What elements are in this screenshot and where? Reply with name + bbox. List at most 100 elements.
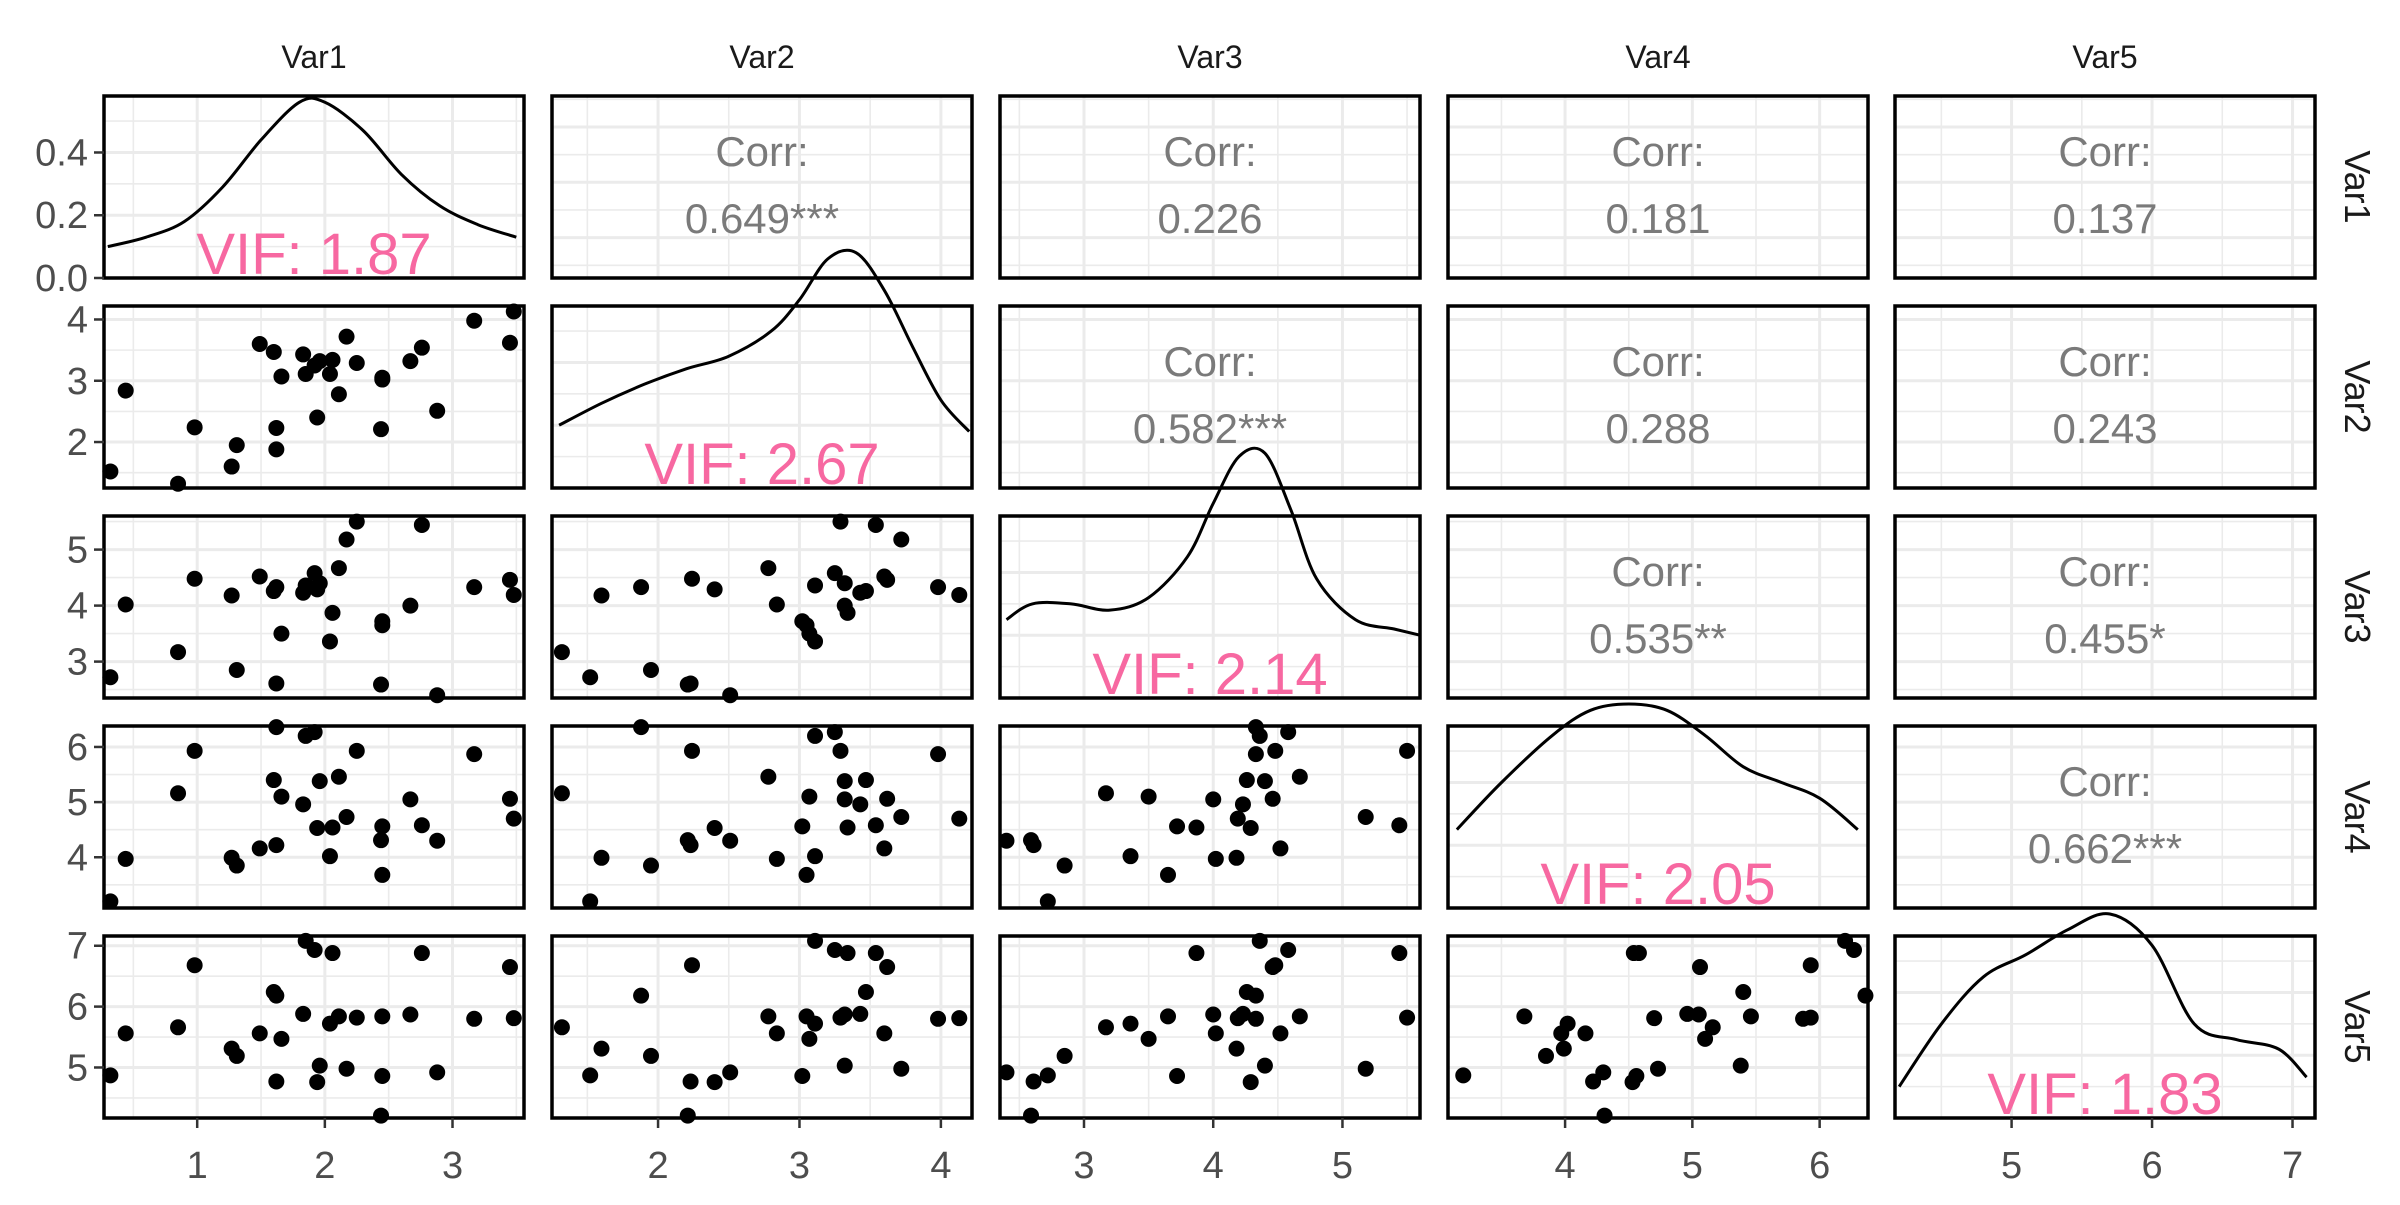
data-point-var4-vs-var1 <box>402 791 419 808</box>
data-point-var4-vs-var1 <box>251 840 268 857</box>
corr-label: Corr: <box>715 128 808 175</box>
panel-border <box>102 724 526 910</box>
vif-label-var4: VIF: 2.05 <box>1540 852 1775 917</box>
corr-value-var2-var3: 0.582*** <box>1133 405 1287 452</box>
data-point-var3-vs-var2 <box>807 633 824 650</box>
x-tick-label-var3: 4 <box>1203 1145 1224 1187</box>
data-point-var5-vs-var1 <box>228 1047 245 1064</box>
data-point-var3-vs-var2 <box>852 584 869 601</box>
panel-border <box>998 94 1422 280</box>
data-point-var2-vs-var1 <box>268 419 285 436</box>
data-point-var4-vs-var2 <box>857 772 874 789</box>
data-point-var4-vs-var2 <box>876 840 893 857</box>
corr-label: Corr: <box>1163 128 1256 175</box>
data-point-var4-vs-var2 <box>826 724 843 741</box>
data-point-var5-vs-var2 <box>679 1107 696 1124</box>
data-point-var5-vs-var2 <box>836 1057 853 1074</box>
panel-border <box>550 94 974 280</box>
data-point-var4-vs-var2 <box>852 796 869 813</box>
data-point-var4-vs-var3 <box>1207 850 1224 867</box>
data-point-var5-vs-var1 <box>330 1008 347 1025</box>
data-point-var5-vs-var3 <box>1264 959 1281 976</box>
data-point-var3-vs-var2 <box>836 597 853 614</box>
x-tick-label-var1: 3 <box>442 1145 463 1187</box>
data-point-var4-vs-var1 <box>268 837 285 854</box>
data-point-var5-vs-var3 <box>1160 1008 1176 1025</box>
data-point-var4-vs-var3 <box>1205 791 1222 808</box>
data-point-var4-vs-var1 <box>311 773 328 790</box>
data-point-var5-vs-var3 <box>1188 945 1205 962</box>
column-strip-var3: Var3 <box>1177 39 1242 75</box>
data-point-var3-vs-var2 <box>798 617 815 634</box>
corr-value-var2-var4: 0.288 <box>1605 405 1710 452</box>
column-strip-var1: Var1 <box>281 39 346 75</box>
data-point-var5-vs-var2 <box>760 1008 777 1025</box>
data-point-var4-vs-var1 <box>321 848 338 865</box>
y-tick-label-var2: 2 <box>67 422 88 464</box>
data-point-var3-vs-var2 <box>679 676 696 693</box>
panel-border <box>550 514 974 700</box>
data-point-var5-vs-var4 <box>1516 1008 1533 1025</box>
data-point-var2-vs-var1 <box>228 437 245 454</box>
data-point-var2-vs-var1 <box>501 334 518 351</box>
data-point-var5-vs-var2 <box>684 957 700 974</box>
data-point-var5-vs-var1 <box>268 987 285 1004</box>
data-point-var3-vs-var2 <box>684 570 700 587</box>
data-point-var5-vs-var3 <box>1247 1010 1264 1027</box>
data-point-var5-vs-var4 <box>1628 1068 1645 1084</box>
data-point-var4-vs-var2 <box>706 820 723 837</box>
data-point-var5-vs-var3 <box>1229 1010 1246 1027</box>
data-point-var4-vs-var3 <box>1247 746 1264 763</box>
y-tick-label-var4: 5 <box>67 782 88 824</box>
panel-border <box>550 724 974 910</box>
data-point-var5-vs-var4 <box>1742 1008 1759 1025</box>
x-tick-label-var5: 5 <box>2001 1145 2022 1187</box>
data-point-var3-vs-var2 <box>593 587 610 604</box>
data-point-var5-vs-var2 <box>893 1060 910 1077</box>
data-point-var2-vs-var1 <box>311 353 328 370</box>
data-point-var3-vs-var1 <box>402 597 419 614</box>
panel-border <box>1446 94 1870 280</box>
x-tick-label-var4: 6 <box>1809 1145 1830 1187</box>
corr-value-var1-var2: 0.649*** <box>685 195 839 242</box>
data-point-var5-vs-var3 <box>1357 1060 1374 1077</box>
data-point-var5-vs-var4 <box>1596 1107 1613 1124</box>
data-point-var3-vs-var1 <box>505 586 522 603</box>
data-point-var4-vs-var3 <box>1251 727 1268 744</box>
data-point-var5-vs-var1 <box>429 1064 446 1081</box>
panel-border <box>998 304 1422 490</box>
data-point-var5-vs-var2 <box>876 1025 893 1042</box>
data-point-var4-vs-var3 <box>1228 849 1245 866</box>
panel-border <box>1446 934 1870 1120</box>
row-strip-var5: Var5 <box>2337 990 2378 1063</box>
data-point-var3-vs-var1 <box>223 587 240 604</box>
panel-border <box>998 514 1422 700</box>
corr-label: Corr: <box>2058 128 2151 175</box>
data-point-var4-vs-var1 <box>309 820 326 837</box>
data-point-var2-vs-var1 <box>429 402 446 419</box>
data-point-var5-vs-var2 <box>879 959 896 976</box>
panel-border <box>998 724 1422 910</box>
data-point-var5-vs-var1 <box>466 1010 483 1027</box>
data-point-var5-vs-var1 <box>501 959 518 976</box>
data-point-var5-vs-var3 <box>1056 1047 1073 1064</box>
data-point-var5-vs-var2 <box>768 1025 785 1042</box>
corr-label: Corr: <box>1611 338 1704 385</box>
data-point-var3-vs-var1 <box>117 596 134 613</box>
corr-value-var4-var5: 0.662*** <box>2028 825 2182 872</box>
row-strip-var3: Var3 <box>2337 570 2378 643</box>
data-point-var5-vs-var1 <box>338 1060 355 1077</box>
data-point-var2-vs-var1 <box>273 368 290 385</box>
data-point-var4-vs-var3 <box>1229 810 1246 827</box>
data-point-var5-vs-var3 <box>1122 1015 1139 1032</box>
vif-label-var5: VIF: 1.83 <box>1987 1062 2222 1127</box>
data-point-var3-vs-var1 <box>466 579 483 596</box>
data-point-var5-vs-var2 <box>951 1010 968 1027</box>
panel-border <box>1893 304 2317 490</box>
data-point-var3-vs-var1 <box>228 662 245 678</box>
data-point-var4-vs-var3 <box>1264 790 1281 807</box>
data-point-var4-vs-var3 <box>1039 893 1056 910</box>
data-point-var4-vs-var1 <box>324 819 341 836</box>
data-point-var4-vs-var1 <box>265 772 282 789</box>
data-point-var5-vs-var2 <box>633 987 650 1004</box>
